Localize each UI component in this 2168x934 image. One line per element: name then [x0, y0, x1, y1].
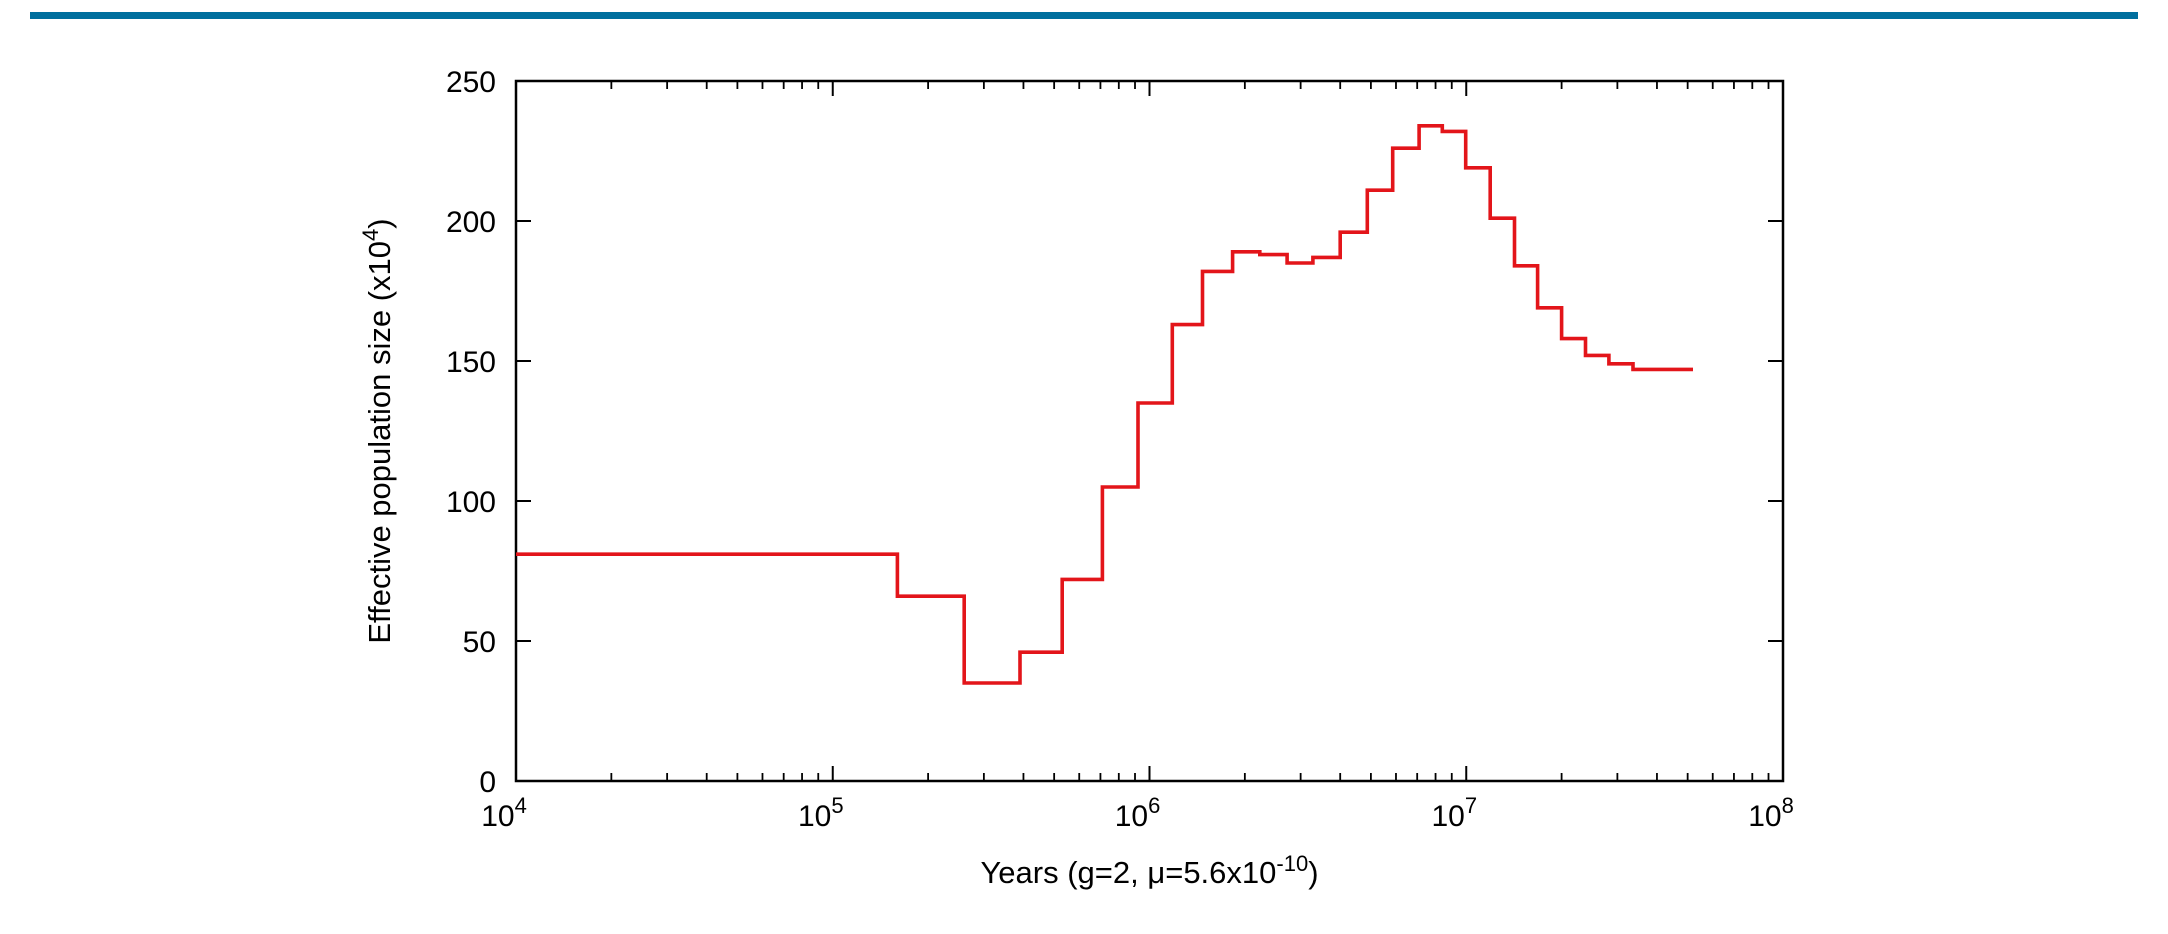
y-tick-label: 250 [446, 66, 496, 99]
series-layer [516, 124, 1693, 685]
series-line [516, 124, 1693, 685]
y-tick-label: 200 [446, 206, 496, 239]
y-tick-label: 0 [479, 766, 496, 799]
x-tick-label: 107 [1431, 793, 1477, 833]
x-axis-title-text: Years (g=2, μ=5.6x10 [980, 855, 1276, 890]
x-tick-label-exponent: 4 [515, 793, 527, 818]
y-tick-label: 150 [446, 346, 496, 379]
x-tick-label-base: 10 [1431, 800, 1464, 833]
x-tick-label-base: 10 [481, 800, 514, 833]
x-tick-label: 104 [481, 793, 527, 833]
y-tick-label: 100 [446, 486, 496, 519]
x-axis-ticks: 104 105 106 107 108 [481, 81, 1794, 833]
x-tick-label-exponent: 6 [1148, 793, 1160, 818]
x-tick-label: 105 [798, 793, 844, 833]
header-rule [30, 12, 2138, 19]
y-axis-ticks: 0 50 100 150 200 250 [446, 66, 1783, 799]
x-tick-label-exponent: 7 [1465, 793, 1477, 818]
y-tick-label: 50 [463, 626, 496, 659]
x-tick-label: 108 [1748, 793, 1794, 833]
plot-border [514, 79, 1785, 783]
x-tick-label: 106 [1115, 793, 1161, 833]
x-tick-label-base: 10 [1115, 800, 1148, 833]
y-axis-title-exponent: 4 [358, 229, 383, 241]
x-tick-label-base: 10 [798, 800, 831, 833]
y-axis-title-suffix: ) [362, 218, 397, 228]
x-axis-title: Years (g=2, μ=5.6x10-10) [980, 851, 1318, 890]
y-axis-title-text: Effective population size (x10 [362, 241, 397, 644]
y-axis-title: Effective population size (x104) [358, 218, 397, 643]
plot-frame [514, 79, 1785, 783]
x-tick-label-exponent: 8 [1782, 793, 1794, 818]
x-tick-label-base: 10 [1748, 800, 1781, 833]
x-axis-title-exponent: -10 [1276, 851, 1308, 876]
x-axis-title-suffix: ) [1308, 855, 1318, 890]
x-tick-label-exponent: 5 [831, 793, 843, 818]
